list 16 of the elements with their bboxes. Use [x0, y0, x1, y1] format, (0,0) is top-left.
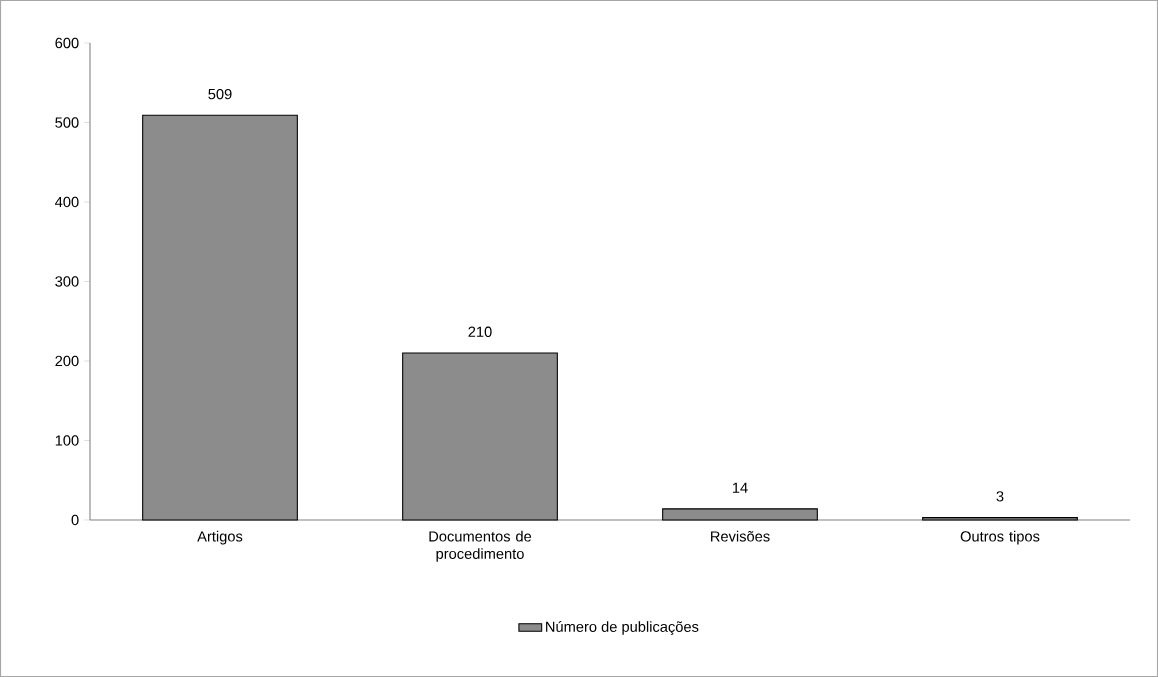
x-tick-label: Artigos — [197, 530, 243, 545]
y-tick-label: 100 — [55, 435, 79, 446]
y-tick-label: 500 — [55, 117, 79, 128]
data-label: 509 — [208, 88, 232, 100]
y-tick-label: 300 — [55, 276, 79, 287]
data-label: 3 — [996, 491, 1004, 502]
x-tick-label: Outros tipos — [960, 530, 1040, 545]
y-tick-label: 600 — [55, 37, 79, 49]
x-tick-label: Revisões — [711, 530, 770, 542]
y-tick-label: 200 — [55, 355, 79, 367]
legend-label: Número de publicações — [546, 620, 699, 635]
y-tick-label: 0 — [71, 514, 79, 526]
data-label: 14 — [732, 482, 748, 493]
y-tick-label: 400 — [55, 196, 79, 208]
x-tick-label: Documentos de procedimento — [429, 530, 532, 562]
data-label: 210 — [468, 326, 492, 337]
